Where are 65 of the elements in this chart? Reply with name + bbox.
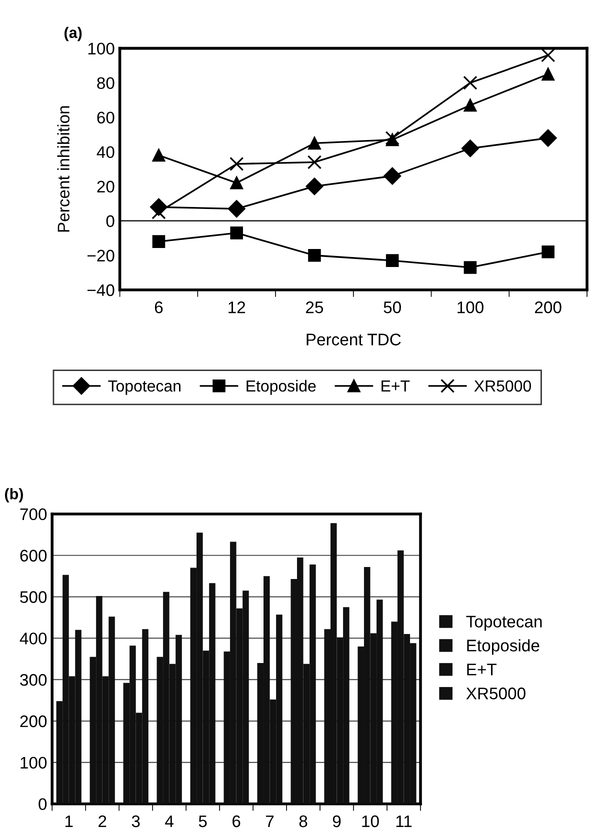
y-tick-label: 100 xyxy=(88,42,114,55)
y-tick-label: −40 xyxy=(87,284,114,296)
y-tick-label: 0 xyxy=(106,215,114,228)
point xyxy=(539,129,557,147)
x-tick-label: 6 xyxy=(154,301,163,314)
point xyxy=(230,156,244,172)
x-tick-label: 4 xyxy=(165,816,174,828)
legend-label: Etoposide xyxy=(467,639,540,655)
x-tick-label: 12 xyxy=(228,301,246,314)
point xyxy=(386,254,399,267)
legend-label: XR5000 xyxy=(474,380,532,392)
point xyxy=(462,140,479,158)
y-tick-label: 200 xyxy=(20,715,47,728)
y-tick-label: 0 xyxy=(38,798,47,810)
x-tick-label: 25 xyxy=(306,301,324,314)
legend-label: Topotecan xyxy=(108,380,180,395)
x-tick-label: 1 xyxy=(65,816,73,828)
point xyxy=(306,178,324,196)
point xyxy=(308,136,321,150)
point xyxy=(541,48,556,62)
x-tick-label: 6 xyxy=(232,815,240,828)
y-tick-label: 20 xyxy=(97,180,114,193)
y-axis-title: Percent inhibition xyxy=(57,106,70,232)
legend-label: Topotecan xyxy=(466,616,542,631)
x-tick-label: 200 xyxy=(535,301,562,314)
point xyxy=(152,148,166,162)
point xyxy=(230,176,243,190)
x-tick-label: 7 xyxy=(266,816,274,828)
x-axis-title: Percent TDC xyxy=(306,334,401,346)
x-tick-label: 10 xyxy=(362,815,379,828)
y-tick-label: 600 xyxy=(20,550,47,562)
y-tick-label: 400 xyxy=(20,632,47,644)
point xyxy=(384,167,402,185)
point xyxy=(464,98,477,112)
point xyxy=(542,246,554,258)
y-tick-label: 700 xyxy=(20,508,47,520)
y-tick-label: 500 xyxy=(20,591,47,603)
y-tick-label: 60 xyxy=(97,112,114,124)
point xyxy=(228,200,246,218)
x-tick-label: 5 xyxy=(198,816,207,828)
chart-title: (a) xyxy=(64,26,82,42)
point xyxy=(152,235,166,248)
x-tick-label: 3 xyxy=(132,815,140,828)
x-tick-label: 2 xyxy=(98,815,106,828)
legend-label: Etoposide xyxy=(246,380,316,395)
point xyxy=(230,226,243,240)
x-tick-label: 9 xyxy=(332,815,341,828)
point xyxy=(542,68,554,81)
x-tick-label: 100 xyxy=(458,301,484,314)
legend-label: E+T xyxy=(467,664,496,676)
y-tick-label: 100 xyxy=(20,756,47,769)
x-tick-label: 50 xyxy=(384,301,401,314)
y-tick-label: 80 xyxy=(97,77,114,90)
point xyxy=(307,155,322,170)
legend-label: XR5000 xyxy=(466,688,526,700)
x-tick-label: 8 xyxy=(299,815,308,828)
x-tick-label: 11 xyxy=(396,816,412,828)
chart-title: (b) xyxy=(4,488,23,502)
point xyxy=(464,261,477,274)
y-tick-label: 300 xyxy=(20,674,47,686)
y-tick-label: 40 xyxy=(96,146,114,158)
legend-label: E+T xyxy=(382,380,410,392)
point xyxy=(463,76,478,90)
y-tick-label: −20 xyxy=(87,250,114,262)
point xyxy=(308,248,321,262)
